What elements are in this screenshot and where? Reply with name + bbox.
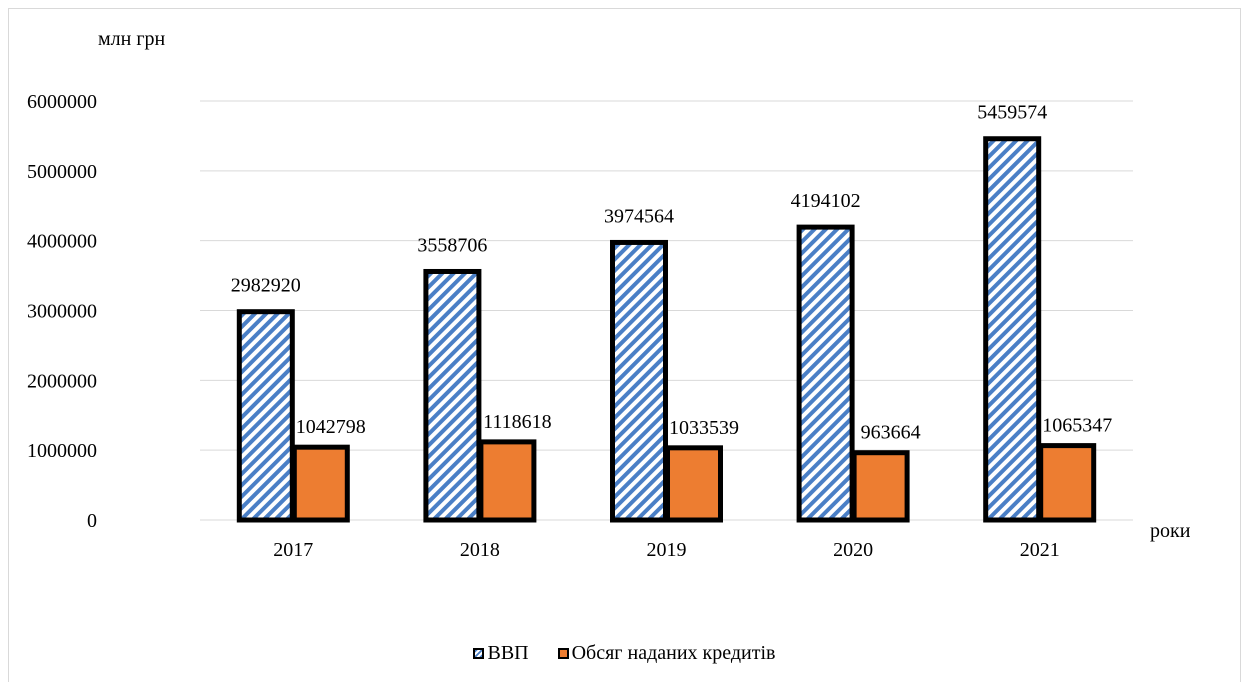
x-tick-label: 2021: [1020, 539, 1060, 561]
y-tick-label: 1000000: [27, 440, 97, 462]
data-label-gdp: 4194102: [791, 190, 861, 212]
data-label-credits: 1042798: [296, 416, 366, 438]
data-label-credits: 1065347: [1042, 415, 1112, 437]
x-tick-label: 2017: [273, 539, 313, 561]
bar-gdp: [796, 224, 855, 523]
y-tick-label: 0: [87, 510, 97, 532]
x-tick-label: 2019: [647, 539, 687, 561]
bar-credits: [478, 439, 537, 523]
hatched-square-icon: [473, 648, 485, 659]
legend-item-credits: Обсяг наданих кредитів: [557, 642, 776, 665]
data-label-gdp: 5459574: [977, 102, 1047, 124]
y-axis-title: млн грн: [98, 28, 166, 50]
legend-label-credits: Обсяг наданих кредитів: [571, 642, 776, 664]
y-tick-label: 4000000: [27, 231, 97, 253]
bar-gdp: [236, 309, 295, 523]
y-tick-label: 3000000: [27, 301, 97, 323]
y-tick-label: 2000000: [27, 370, 97, 392]
orange-square-icon: [557, 648, 569, 659]
chart-frame: [8, 8, 1241, 682]
y-tick-label: 5000000: [27, 161, 97, 183]
bar-chart: 0 1000000 2000000 3000000 4000000 5000000 6000…: [27, 28, 1191, 561]
bar-gdp: [983, 136, 1042, 523]
legend-item-gdp: ВВП: [473, 642, 529, 665]
bar-credits: [291, 444, 350, 523]
bar-gdp: [610, 239, 668, 523]
x-axis-title: роки: [1150, 520, 1191, 542]
bar-credits: [851, 450, 910, 523]
bar-credits: [1038, 443, 1097, 523]
data-label-credits: 1033539: [669, 417, 739, 439]
legend: ВВП Обсяг наданих кредитів: [0, 642, 1249, 665]
x-tick-label: 2018: [460, 539, 500, 561]
data-label-credits: 963664: [861, 422, 921, 444]
y-tick-label: 6000000: [27, 91, 97, 113]
data-label-gdp: 3974564: [604, 205, 674, 227]
bar-credits: [665, 445, 723, 523]
data-label-gdp: 2982920: [231, 275, 301, 297]
data-label-credits: 1118618: [483, 411, 552, 433]
data-label-gdp: 3558706: [417, 234, 487, 256]
legend-label-gdp: ВВП: [487, 642, 529, 664]
x-tick-label: 2020: [833, 539, 873, 561]
bar-gdp: [423, 268, 482, 523]
